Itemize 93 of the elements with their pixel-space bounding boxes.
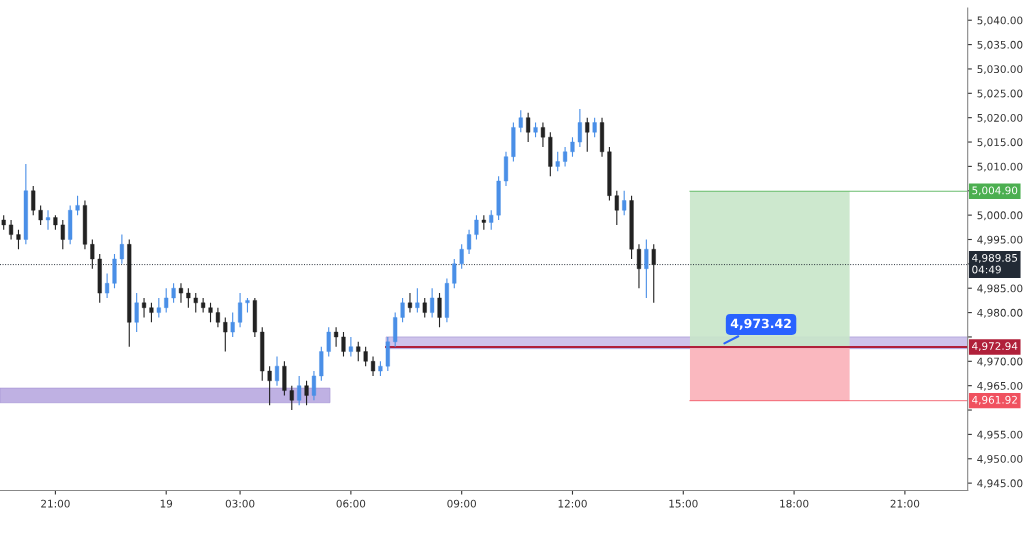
y-tick-label: 4,985.00 xyxy=(977,284,1023,294)
candlestick xyxy=(267,365,272,406)
candlestick xyxy=(238,292,243,328)
y-tick-label: 5,035.00 xyxy=(977,40,1023,50)
x-tick-label: 21:00 xyxy=(890,499,920,508)
candlestick xyxy=(363,346,368,367)
candlestick xyxy=(540,121,545,148)
candlestick xyxy=(356,341,361,362)
candlestick xyxy=(90,238,95,270)
candlestick xyxy=(215,307,220,328)
candlestick xyxy=(230,312,235,338)
candlestick xyxy=(164,287,169,314)
candlestick xyxy=(326,326,331,357)
x-tick-label: 09:00 xyxy=(447,499,476,508)
candlestick xyxy=(489,209,494,231)
candlestick xyxy=(141,297,147,319)
candlestick xyxy=(38,204,43,226)
y-tick-label: 4,980.00 xyxy=(977,308,1023,318)
candlestick xyxy=(105,273,110,299)
candlestick xyxy=(437,292,442,328)
candlestick xyxy=(341,331,346,357)
candlestick xyxy=(415,287,420,314)
x-tick-label: 15:00 xyxy=(669,499,698,508)
y-tick-label: 4,965.00 xyxy=(977,381,1023,391)
x-tick-label: 18:00 xyxy=(780,499,809,508)
candlestick xyxy=(289,385,294,411)
y-tick-label: 5,010.00 xyxy=(977,162,1023,172)
candlestick xyxy=(526,112,531,143)
candlestick xyxy=(452,258,457,289)
x-tick-label: 19 xyxy=(160,499,173,508)
candlestick xyxy=(193,292,198,314)
candlestick xyxy=(9,219,14,241)
candlestick xyxy=(622,190,627,216)
y-tick-label: 5,030.00 xyxy=(977,65,1023,75)
candlestick xyxy=(592,117,597,138)
candlestick xyxy=(156,297,161,319)
candlestick xyxy=(474,214,479,241)
x-tick-label: 21:00 xyxy=(41,499,70,508)
ref-line-label: 4,972.94 xyxy=(972,342,1018,352)
candlestick xyxy=(60,219,65,250)
candlestick xyxy=(171,282,176,304)
ref-line-label: 4,989.85 04:49 xyxy=(972,253,1018,274)
annotation: 4,973.42 xyxy=(730,318,791,330)
candlestick xyxy=(297,375,302,406)
candlestick xyxy=(430,287,435,319)
y-tick-label: 5,040.00 xyxy=(977,16,1023,26)
candlestick xyxy=(422,297,427,319)
candlestick xyxy=(577,108,582,148)
candlestick xyxy=(407,292,413,314)
candlestick xyxy=(651,243,656,304)
y-tick-label: 5,020.00 xyxy=(977,113,1023,123)
candlestick xyxy=(585,117,590,153)
candlestick xyxy=(563,146,568,167)
x-tick-label: 12:00 xyxy=(558,499,587,508)
candlestick xyxy=(518,109,523,133)
candlestick xyxy=(467,229,472,255)
y-tick-label: 4,995.00 xyxy=(977,235,1023,245)
candlestick xyxy=(400,297,405,323)
candlestick xyxy=(570,136,575,158)
y-tick-label: 5,015.00 xyxy=(977,138,1023,148)
candlestick xyxy=(45,209,51,231)
y-tick-label: 4,955.00 xyxy=(977,430,1023,440)
candlestick xyxy=(16,229,21,250)
candlestick xyxy=(555,151,560,172)
candlestick xyxy=(644,238,649,299)
candlestick xyxy=(119,234,124,265)
y-tick-label: 5,000.00 xyxy=(977,211,1023,221)
candlestick xyxy=(178,282,184,304)
candlestick xyxy=(134,292,139,333)
candlestick xyxy=(186,287,191,309)
candlestick xyxy=(334,326,339,348)
candlestick xyxy=(201,297,206,314)
ref-line-label: 4,961.92 xyxy=(972,395,1017,405)
candlestick xyxy=(636,243,642,289)
x-tick-label: 06:00 xyxy=(336,499,366,508)
y-tick-label: 4,970.00 xyxy=(977,357,1023,367)
candlestick xyxy=(304,380,309,406)
ref-line-label: 5,004.90 xyxy=(972,186,1018,196)
candlestick xyxy=(223,316,228,353)
candlestick xyxy=(348,336,353,357)
y-tick-label: 5,025.00 xyxy=(977,89,1023,99)
y-tick-label: 4,945.00 xyxy=(977,479,1023,489)
candlestick xyxy=(614,190,619,226)
x-tick-label: 03:00 xyxy=(225,499,255,508)
candlestick xyxy=(31,185,36,216)
candlestick xyxy=(149,302,154,323)
candlestick xyxy=(208,302,213,323)
candlestick xyxy=(311,370,316,401)
candlestick xyxy=(274,355,280,387)
candlestick xyxy=(75,195,80,216)
candlestick xyxy=(370,355,376,377)
y-tick-label: 4,950.00 xyxy=(977,454,1023,464)
candlestick xyxy=(459,243,464,270)
